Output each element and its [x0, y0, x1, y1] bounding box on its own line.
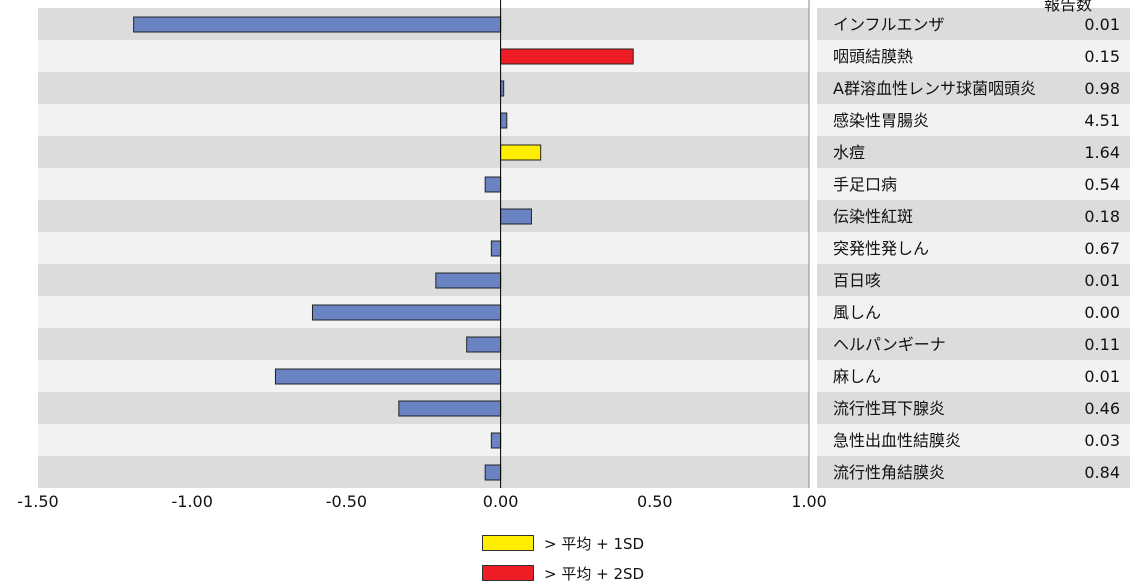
- disease-label: インフルエンザ: [833, 15, 945, 34]
- disease-label: 水痘: [833, 143, 865, 162]
- report-value: 0.15: [1084, 47, 1120, 66]
- bar: [500, 144, 542, 161]
- x-tick-label: 1.00: [791, 492, 827, 511]
- bar: [500, 112, 508, 129]
- report-value: 0.01: [1084, 271, 1120, 290]
- bar: [133, 16, 502, 33]
- plot-row-band: [38, 424, 809, 456]
- report-value: 0.84: [1084, 463, 1120, 482]
- label-row-band: [817, 168, 1130, 200]
- report-count-header: 報告数: [1044, 0, 1093, 14]
- disease-label: 麻しん: [833, 367, 881, 386]
- bar: [490, 432, 502, 449]
- plot-row-band: [38, 136, 809, 168]
- report-value: 0.46: [1084, 399, 1120, 418]
- report-value: 0.03: [1084, 431, 1120, 450]
- disease-label: 手足口病: [833, 175, 897, 194]
- label-row-band: [817, 328, 1130, 360]
- bar: [466, 336, 502, 353]
- x-tick-label: -1.00: [171, 492, 213, 511]
- x-tick-label: -0.50: [325, 492, 368, 511]
- plot-row-band: [38, 328, 809, 360]
- report-value: 0.01: [1084, 367, 1120, 386]
- label-row-band: [817, 72, 1130, 104]
- bar: [398, 400, 502, 417]
- x-tick-label: 0.50: [636, 492, 673, 511]
- label-row-band: [817, 360, 1130, 392]
- row-bands: [38, 8, 1130, 488]
- report-value: 0.98: [1084, 79, 1120, 98]
- label-row-band: [817, 136, 1130, 168]
- bar: [435, 272, 502, 289]
- label-row-band: [817, 40, 1130, 72]
- report-value: 1.64: [1084, 143, 1120, 162]
- disease-label: 伝染性紅斑: [833, 207, 913, 226]
- row-labels: インフルエンザ 0.01 咽頭結膜熱 0.15 A群溶血性レンサ球菌咽頭炎 0.98 感染性…: [833, 15, 1120, 482]
- bar: [500, 48, 634, 65]
- legend-swatch: [482, 535, 534, 551]
- disease-label: 風しん: [833, 303, 881, 322]
- disease-label: 流行性角結膜炎: [833, 463, 945, 482]
- bar: [274, 368, 502, 385]
- report-value: 0.00: [1084, 303, 1120, 322]
- disease-label: 百日咳: [833, 271, 881, 290]
- plot-row-band: [38, 40, 809, 72]
- report-value: 0.54: [1084, 175, 1120, 194]
- disease-label: 急性出血性結膜炎: [833, 431, 961, 450]
- label-row-band: [817, 456, 1130, 488]
- bar: [484, 176, 502, 193]
- legend-swatch: [482, 565, 534, 581]
- plot-row-band: [38, 200, 809, 232]
- report-value: 0.67: [1084, 239, 1120, 258]
- bar: [500, 208, 532, 225]
- disease-label: 感染性胃腸炎: [833, 111, 929, 130]
- disease-label: ヘルパンギーナ: [833, 335, 946, 354]
- disease-label: 咽頭結膜熱: [833, 47, 913, 66]
- label-row-band: [817, 104, 1130, 136]
- plot-row-band: [38, 168, 809, 200]
- bar: [490, 240, 502, 257]
- plot-row-band: [38, 264, 809, 296]
- bar: [311, 304, 502, 321]
- bars: [133, 16, 634, 481]
- report-value: 0.01: [1084, 15, 1120, 34]
- bar: [484, 464, 502, 481]
- plot-row-band: [38, 72, 809, 104]
- label-row-band: [817, 424, 1130, 456]
- x-tick-label: -1.50: [17, 492, 59, 511]
- report-value: 4.51: [1084, 111, 1120, 130]
- plot-row-band: [38, 232, 809, 264]
- label-row-band: [817, 392, 1130, 424]
- label-row-band: [817, 232, 1130, 264]
- disease-label: A群溶血性レンサ球菌咽頭炎: [833, 79, 1036, 98]
- report-value: 0.11: [1084, 335, 1120, 354]
- label-row-band: [817, 8, 1130, 40]
- legend-label: > 平均 + 1SD: [544, 535, 645, 553]
- x-tick-label: 0.00: [482, 492, 519, 511]
- plot-row-band: [38, 456, 809, 488]
- label-row-band: [817, 200, 1130, 232]
- disease-label: 流行性耳下腺炎: [833, 399, 945, 418]
- report-value: 0.18: [1084, 207, 1120, 226]
- disease-label: 突発性発しん: [833, 239, 929, 258]
- label-row-band: [817, 296, 1130, 328]
- label-row-band: [817, 264, 1130, 296]
- legend-label: > 平均 + 2SD: [544, 565, 645, 583]
- plot-row-band: [38, 104, 809, 136]
